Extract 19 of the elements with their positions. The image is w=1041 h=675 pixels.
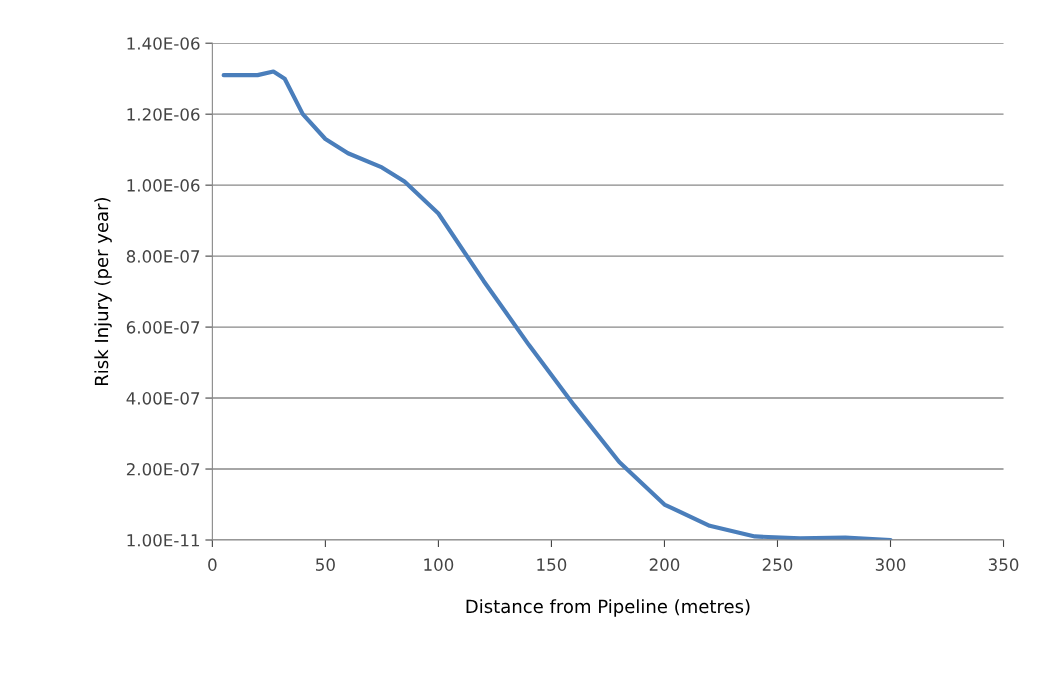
x-tick-label: 300 [875,558,906,571]
x-axis-title: Distance from Pipeline (metres) [466,599,750,617]
y-tick-label: 1.00E-06 [127,179,200,192]
x-tick-label: 50 [316,558,335,571]
x-tick-label: 100 [424,558,454,571]
y-axis-title: Risk Injury (per year) [94,197,112,385]
y-tick-label: 8.00E-07 [126,250,200,263]
x-tick-label: 250 [762,558,793,571]
y-tick-label: 1.40E-06 [127,37,200,50]
y-tick-label: 1.00E-11 [127,533,200,547]
y-tick-label: 1.20E-06 [127,108,200,121]
y-tick-label: 6.00E-07 [126,321,200,334]
x-tick-label: 350 [988,558,1019,571]
x-tick-label: 200 [649,558,680,571]
x-tick-label: 150 [537,558,567,571]
line-series [221,69,893,540]
y-tick-label: 2.00E-07 [126,462,200,476]
x-tick-label: 0 [208,558,217,571]
y-tick-label: 4.00E-07 [126,392,200,405]
